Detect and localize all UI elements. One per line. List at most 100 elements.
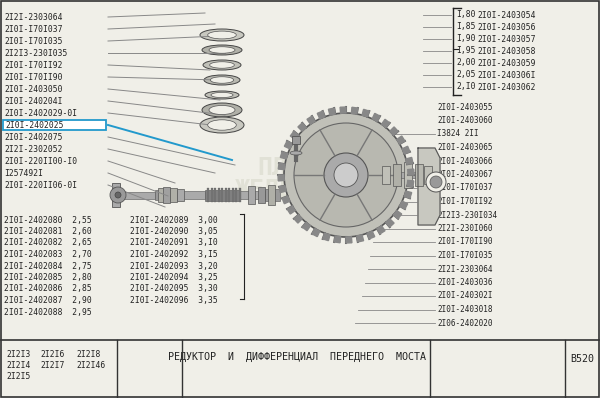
Polygon shape — [400, 201, 407, 209]
Text: 2I0I-2402029-0I: 2I0I-2402029-0I — [4, 109, 77, 117]
Text: 2I2I3-230I035: 2I2I3-230I035 — [4, 49, 67, 57]
Text: 2I2I3-230I034: 2I2I3-230I034 — [437, 211, 497, 220]
Text: 2I0I-2402081  2,60: 2I0I-2402081 2,60 — [4, 227, 92, 236]
Text: I,95: I,95 — [456, 47, 476, 55]
Bar — [239, 188, 241, 202]
Polygon shape — [362, 109, 369, 117]
Text: 2I2I7: 2I2I7 — [40, 361, 64, 370]
Polygon shape — [302, 222, 310, 231]
Text: 2I0I-2402082  2,65: 2I0I-2402082 2,65 — [4, 238, 92, 248]
Bar — [218, 188, 220, 202]
Polygon shape — [357, 235, 364, 242]
Circle shape — [324, 153, 368, 197]
Text: 2I0I-I70I037: 2I0I-I70I037 — [437, 183, 493, 193]
Text: 2I0I-2403058: 2I0I-2403058 — [477, 47, 536, 55]
Text: РЕДУКТОР  И  ДИФФЕРЕНЦИАЛ  ПЕРЕДНЕГО  МОСТА: РЕДУКТОР И ДИФФЕРЕНЦИАЛ ПЕРЕДНЕГО МОСТА — [168, 352, 426, 362]
Text: В520: В520 — [570, 354, 594, 364]
Ellipse shape — [204, 75, 240, 85]
Polygon shape — [307, 116, 315, 124]
Text: 2I2I-230I060: 2I2I-230I060 — [437, 224, 493, 233]
Polygon shape — [346, 237, 352, 243]
Text: 2I2I46: 2I2I46 — [76, 361, 105, 370]
Ellipse shape — [202, 103, 242, 117]
Polygon shape — [418, 148, 440, 225]
Ellipse shape — [200, 29, 244, 41]
Text: 2I0I-2403018: 2I0I-2403018 — [437, 305, 493, 314]
Bar — [155, 190, 175, 200]
Text: 2I0I-2403056: 2I0I-2403056 — [477, 23, 536, 31]
Text: 2I0I-2402089  3,00: 2I0I-2402089 3,00 — [130, 215, 218, 224]
Text: 2,00: 2,00 — [456, 59, 476, 68]
Polygon shape — [408, 169, 414, 175]
Text: 2I0I-220II06-0I: 2I0I-220II06-0I — [4, 181, 77, 189]
Bar — [115, 191, 155, 199]
Polygon shape — [298, 123, 306, 131]
Text: 2I0I-2403067: 2I0I-2403067 — [437, 170, 493, 179]
Polygon shape — [404, 191, 412, 198]
Text: 2I0I-2402083  2,70: 2I0I-2402083 2,70 — [4, 250, 92, 259]
Text: ЖЕЛЕЗЯКА: ЖЕЛЕЗЯКА — [235, 178, 355, 202]
Text: 2I0I-I70II92: 2I0I-I70II92 — [4, 60, 62, 70]
Bar — [375, 172, 435, 178]
Text: 2I0I-2403057: 2I0I-2403057 — [477, 35, 536, 43]
Polygon shape — [278, 175, 284, 181]
Ellipse shape — [211, 77, 234, 83]
Text: 2I0I-2403054: 2I0I-2403054 — [477, 10, 536, 20]
Ellipse shape — [211, 92, 233, 98]
Circle shape — [110, 187, 126, 203]
Bar — [112, 183, 120, 207]
Ellipse shape — [203, 60, 241, 70]
Bar — [232, 188, 233, 202]
Text: 2I2I-2303064: 2I2I-2303064 — [4, 12, 62, 21]
Circle shape — [430, 176, 442, 188]
Bar — [205, 189, 240, 201]
Text: 2I0I-I70I035: 2I0I-I70I035 — [4, 37, 62, 45]
Polygon shape — [407, 180, 414, 187]
Bar — [224, 188, 227, 202]
Polygon shape — [340, 107, 346, 113]
Polygon shape — [382, 119, 390, 127]
Polygon shape — [312, 229, 320, 237]
Text: 2I0I-2403036: 2I0I-2403036 — [437, 278, 493, 287]
Polygon shape — [397, 136, 405, 144]
Circle shape — [334, 163, 358, 187]
Ellipse shape — [209, 62, 235, 68]
Text: 2I0I-I70I037: 2I0I-I70I037 — [4, 25, 62, 33]
Text: ПЛАТА: ПЛАТА — [257, 156, 332, 180]
Bar — [258, 187, 265, 203]
Text: 2I0I-2402090  3,05: 2I0I-2402090 3,05 — [130, 227, 218, 236]
Bar — [240, 191, 265, 199]
Text: 2I0I-2402086  2,85: 2I0I-2402086 2,85 — [4, 285, 92, 293]
Text: 2I0I-2402085  2,80: 2I0I-2402085 2,80 — [4, 273, 92, 282]
Bar — [211, 188, 212, 202]
Polygon shape — [294, 215, 302, 223]
Text: 2I0I-220II00-I0: 2I0I-220II00-I0 — [4, 156, 77, 166]
Polygon shape — [367, 231, 375, 239]
Polygon shape — [284, 141, 292, 149]
Bar — [268, 185, 275, 205]
Text: 2I0I-I70I035: 2I0I-I70I035 — [437, 251, 493, 260]
Text: 2I2I-2303064: 2I2I-2303064 — [437, 265, 493, 273]
Text: 2I2I3: 2I2I3 — [6, 350, 31, 359]
Polygon shape — [394, 211, 402, 219]
Text: 2I0I-I70II92: 2I0I-I70II92 — [437, 197, 493, 206]
Bar — [235, 188, 237, 202]
Text: 2I0I-2403060: 2I0I-2403060 — [437, 116, 493, 125]
Polygon shape — [334, 236, 341, 243]
Circle shape — [294, 123, 398, 227]
Circle shape — [115, 192, 121, 198]
Polygon shape — [279, 186, 286, 193]
Text: 2I0I-2402095  3,30: 2I0I-2402095 3,30 — [130, 285, 218, 293]
Text: 2I0I-240302I: 2I0I-240302I — [437, 291, 493, 300]
Text: 2I2I-2302052: 2I2I-2302052 — [4, 144, 62, 154]
Text: 2I0I-2402080  2,55: 2I0I-2402080 2,55 — [4, 215, 92, 224]
Bar — [3, 120, 106, 130]
Bar — [382, 166, 390, 184]
Text: I,80: I,80 — [456, 10, 476, 20]
Bar — [177, 189, 184, 201]
Text: 2I0I-2402025: 2I0I-2402025 — [5, 121, 64, 129]
Text: I,90: I,90 — [456, 35, 476, 43]
Bar — [221, 188, 223, 202]
Text: 2I0I-2402088  2,95: 2I0I-2402088 2,95 — [4, 308, 92, 316]
Ellipse shape — [200, 117, 244, 133]
